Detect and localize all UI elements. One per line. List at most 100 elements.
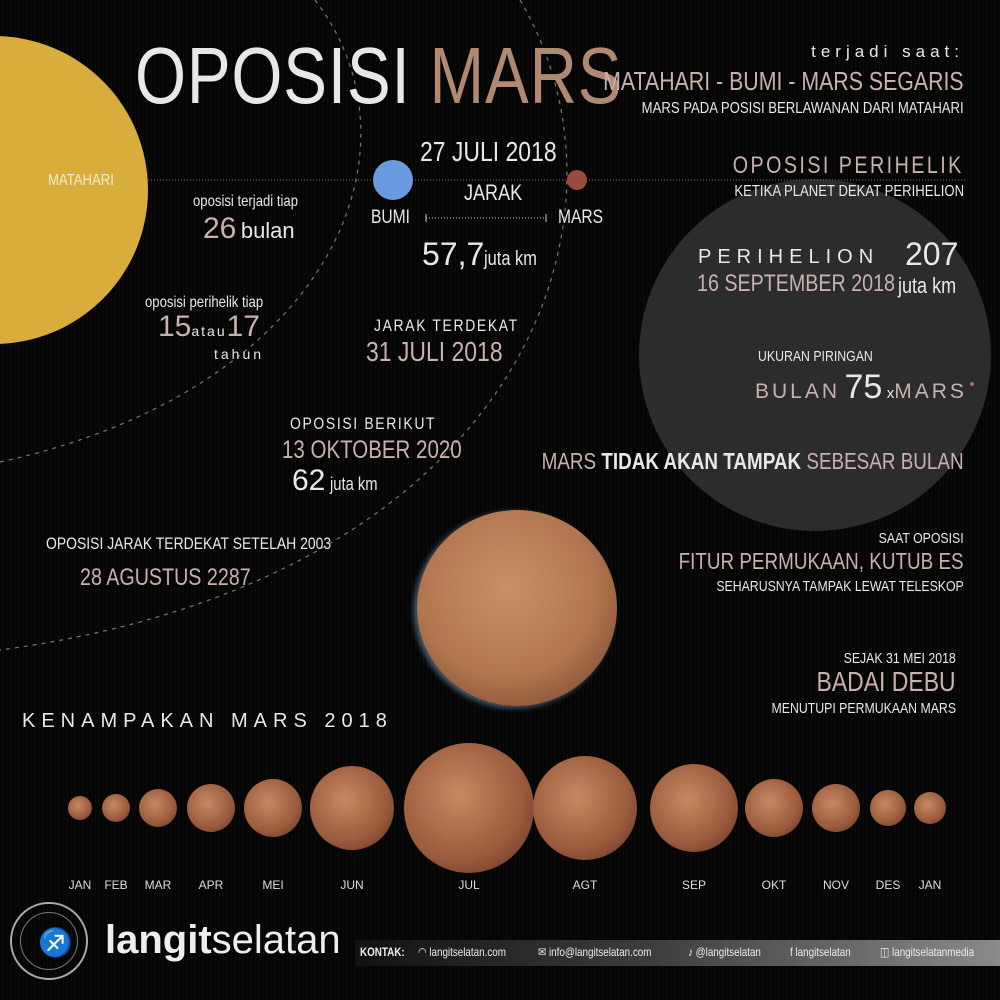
rss-icon: ◠ [418,945,430,959]
storm-label: SEJAK 31 MEI 2018 [843,650,956,667]
mail-icon: ✉ [538,945,549,959]
not-moon-part1: MARS [542,448,597,474]
mars-label: MARS [558,207,604,228]
month-label: JUL [458,878,480,892]
perihelion-unit: juta km [898,273,957,298]
contact-label: KONTAK: [360,945,405,959]
brand-bold: langit [105,918,212,962]
website-text: langitselatan.com [429,945,506,959]
earth [373,160,413,200]
perihelic-unit: tahun [214,346,265,362]
month-label: JAN [68,878,92,892]
mars-disc-7 [404,743,534,873]
intro-text: terjadi saat: [811,42,964,61]
mars-disc-10 [745,779,803,837]
contact-bar [355,940,1000,966]
period-value: 26 [203,212,237,245]
brand-logo: langitselatan [105,918,341,963]
disk-factor: 75 [844,368,883,406]
perihelion-value: 207 [905,236,959,272]
sun [0,36,148,344]
mars-disc-13 [914,792,946,824]
earth-label: BUMI [371,207,410,228]
perihelic-period-label: oposisi perihelik tiap [145,294,264,311]
alignment-text: MATAHARI - BUMI - MARS SEGARIS [603,66,964,96]
times-sign: x [886,385,895,402]
website-link[interactable]: ◠ langitselatan.com [418,945,525,959]
month-label: SEP [681,878,707,892]
distance-value: 57,7 [422,236,485,272]
mars-disc-3 [139,789,177,827]
moon-label: BULAN [755,380,841,403]
perihelion-disk [639,179,991,531]
astro101-seal: ♐ [10,902,88,980]
period-unit: bulan [240,218,295,243]
storm-title: BADAI DEBU [816,666,956,697]
features-subtitle: SEHARUSNYA TAMPAK LEWAT TELESKOP [716,578,964,595]
perihelion-date: 16 SEPTEMBER 2018 [697,270,895,297]
twitter-icon: ♪ [688,945,696,959]
closest-after-2003-date: 28 AGUSTUS 2287 [80,564,251,591]
or-text: atau [191,323,227,339]
instagram-text: langitselatanmedia [892,945,975,959]
mars-size-label: MARS [894,380,967,403]
mars-tiny-dot [970,382,974,386]
sun-label: MATAHARI [48,172,114,189]
closest-label: JARAK TERDEKAT [374,316,519,335]
month-label: DES [875,878,901,892]
month-label: JUN [340,878,364,892]
perihelic-title: OPOSISI PERIHELIK [732,152,964,179]
month-label: MAR [144,878,172,892]
perihelic-subtitle: KETIKA PLANET DEKAT PERIHELION [734,183,964,200]
features-title: FITUR PERMUKAAN, KUTUB ES [678,548,964,574]
email-link[interactable]: ✉ info@langitselatan.com [538,945,676,959]
features-label: SAAT OPOSISI [879,530,964,547]
instagram-icon: ◫ [880,945,893,959]
mars-disc-9 [650,764,738,852]
month-label: AGT [572,878,598,892]
brand-light: selatan [211,918,341,962]
page-title: OPOSISI MARS [135,30,729,122]
mars-disc-2 [102,794,130,822]
next-label: OPOSISI BERIKUT [290,414,437,433]
next-value: 62 [292,464,326,497]
facebook-icon: f [790,945,796,959]
perihelic-value-1: 15 [158,310,192,343]
perihelion-label: PERIHELION [698,246,880,268]
closest-after-2003-label: OPOSISI JARAK TERDEKAT SETELAH 2003 [46,534,332,553]
instagram-link[interactable]: ◫ langitselatanmedia [880,945,995,959]
closest-date: 31 JULI 2018 [366,336,503,367]
month-label: FEB [104,878,128,892]
month-label: JAN [918,878,942,892]
facebook-text: langitselatan [795,945,851,959]
storm-subtitle: MENUTUPI PERMUKAAN MARS [771,700,956,717]
title-part1: OPOSISI [135,31,411,120]
disk-size-label: UKURAN PIRINGAN [758,348,873,365]
not-moon-part3: SEBESAR BULAN [806,448,964,474]
alignment-description: MARS PADA POSISI BERLAWANAN DARI MATAHAR… [642,100,964,117]
mars-disc-6 [310,766,394,850]
appearance-title: KENAMPAKAN MARS 2018 [22,710,393,732]
next-unit: juta km [329,474,378,494]
distance-unit: juta km [484,248,538,270]
month-label: MEI [262,878,284,892]
facebook-link[interactable]: f langitselatan [790,945,864,959]
month-label: NOV [822,878,850,892]
mars-disc-1 [68,796,92,820]
perihelic-value-2: 17 [226,310,260,343]
month-label: APR [198,878,224,892]
mars-photo [417,510,617,706]
twitter-link[interactable]: ♪ @langitselatan [688,945,777,959]
next-date: 13 OKTOBER 2020 [282,436,462,464]
title-part2: MARS [429,31,623,120]
distance-label: JARAK [464,180,523,205]
mars-disc-12 [870,790,906,826]
not-moon-part2: TIDAK AKAN TAMPAK [601,448,802,474]
mars-dot [567,170,587,190]
opposition-date: 27 JULI 2018 [420,136,557,167]
mars-disc-4 [187,784,235,832]
twitter-text: @langitselatan [695,945,761,959]
email-text: info@langitselatan.com [548,945,652,959]
